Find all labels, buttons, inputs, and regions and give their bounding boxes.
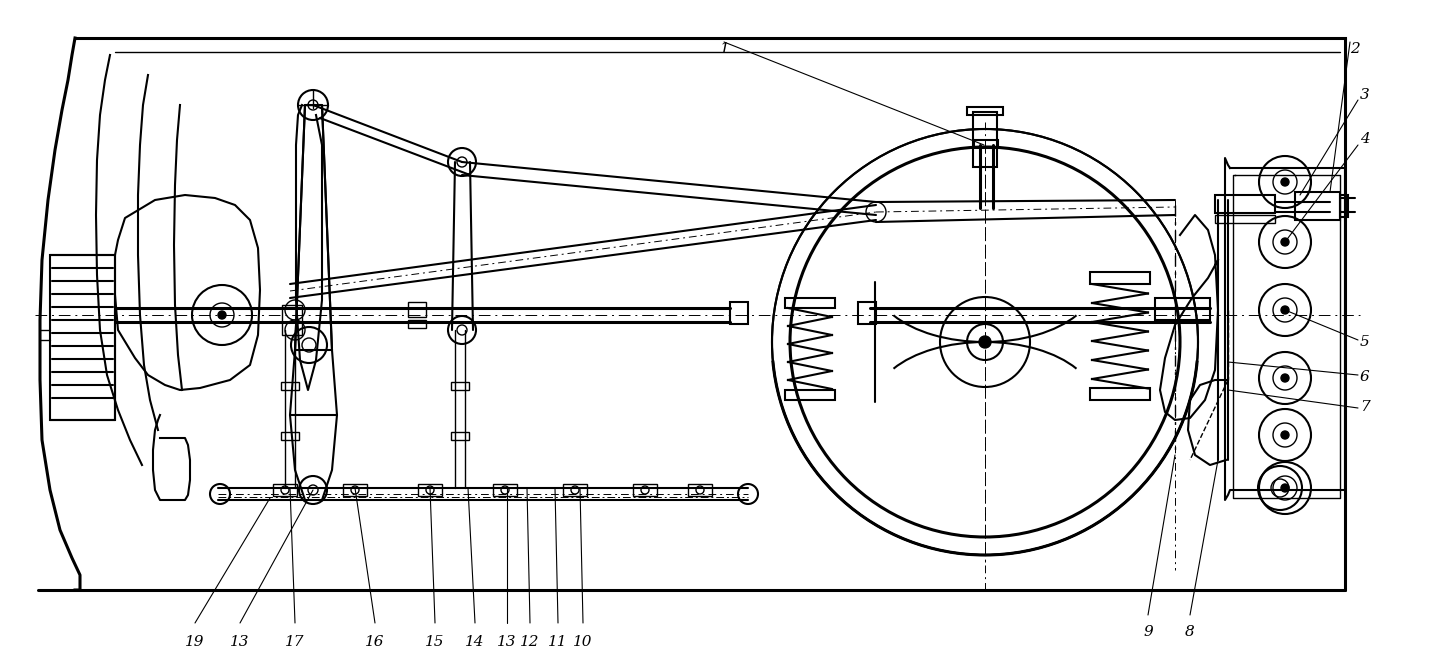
Text: 6: 6 [1360,370,1370,384]
Bar [282,305,302,335]
Text: 1: 1 [719,42,729,56]
Bar [729,302,748,324]
Bar [1090,272,1150,284]
Bar [1216,195,1276,213]
Bar [972,112,997,167]
Text: 2: 2 [1350,42,1360,56]
Circle shape [1281,431,1288,439]
Bar [967,107,1002,115]
Bar [282,382,299,390]
Bar [688,484,712,496]
Text: 9: 9 [1143,625,1153,639]
Text: 15: 15 [425,635,445,649]
Bar [1296,192,1340,220]
Bar [1216,215,1276,223]
Text: 3: 3 [1360,88,1370,102]
Bar [785,298,835,308]
Bar [273,484,297,496]
Circle shape [1281,178,1288,186]
Bar [785,390,835,400]
Circle shape [1281,484,1288,492]
Text: 13: 13 [498,635,516,649]
Text: 8: 8 [1185,625,1195,639]
Text: 11: 11 [548,635,568,649]
Bar [50,255,114,420]
Text: 5: 5 [1360,335,1370,349]
Bar [450,382,469,390]
Text: 16: 16 [365,635,385,649]
Text: 14: 14 [465,635,485,649]
Bar [493,484,518,496]
Bar [1340,195,1348,217]
Text: 7: 7 [1360,400,1370,414]
Circle shape [1281,238,1288,246]
Bar [408,302,426,317]
Bar [418,484,442,496]
Circle shape [1281,306,1288,314]
Text: 4: 4 [1360,132,1370,146]
Circle shape [980,336,991,348]
Bar [563,484,586,496]
Text: 19: 19 [186,635,204,649]
Bar [974,140,998,148]
Text: 10: 10 [573,635,593,649]
Bar [343,484,368,496]
Bar [408,320,426,328]
Text: 12: 12 [521,635,539,649]
Bar [858,302,877,324]
Bar [633,484,656,496]
Bar [282,432,299,440]
Text: 13: 13 [230,635,250,649]
Text: 17: 17 [285,635,305,649]
Bar [450,432,469,440]
Circle shape [1281,374,1288,382]
Circle shape [217,311,226,319]
Bar [1090,388,1150,400]
Bar [1155,298,1210,320]
